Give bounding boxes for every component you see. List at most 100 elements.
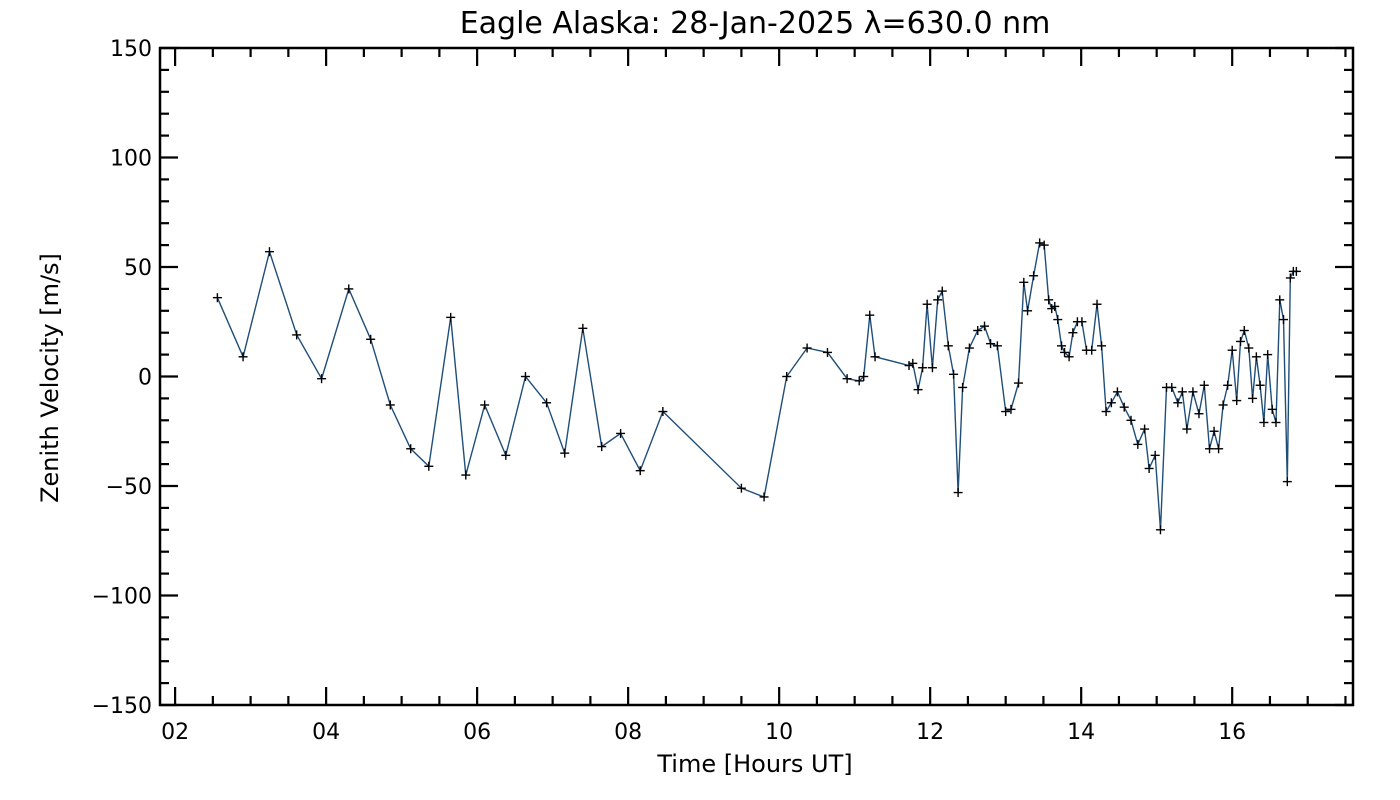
data-point (480, 400, 490, 410)
data-point (1285, 273, 1295, 283)
data-point (922, 299, 932, 309)
data-point (937, 286, 947, 296)
data-point (446, 312, 456, 322)
data-point (1279, 315, 1289, 325)
data-point (918, 363, 928, 373)
data-point (1177, 387, 1187, 397)
plot-area (212, 238, 1301, 535)
data-point (212, 293, 222, 303)
data-point (870, 352, 880, 362)
data-point (992, 341, 1002, 351)
y-tick-label: 150 (110, 37, 152, 62)
data-point (958, 382, 968, 392)
data-point (854, 376, 864, 386)
data-point (1001, 407, 1011, 417)
data-point (366, 334, 376, 344)
y-axis-label: Zenith Velocity [m/s] (36, 253, 64, 503)
data-point (1235, 336, 1245, 346)
data-point (1029, 271, 1039, 281)
data-point (859, 372, 869, 381)
data-point (1119, 402, 1129, 412)
data-point (980, 321, 990, 331)
data-point (865, 310, 875, 320)
data-point (782, 372, 792, 381)
data-point (1188, 387, 1198, 397)
x-tick-label: 02 (161, 720, 189, 745)
data-point (1155, 525, 1165, 535)
data-point (385, 400, 395, 410)
data-point (264, 247, 274, 257)
x-tick-label: 12 (916, 720, 944, 745)
data-point (1144, 463, 1154, 473)
x-tick-label: 14 (1067, 720, 1095, 745)
data-point (1035, 238, 1045, 248)
data-point (1087, 345, 1097, 355)
x-tick-label: 10 (765, 720, 793, 745)
data-point (317, 374, 327, 384)
chart-title: Eagle Alaska: 28-Jan-2025 λ=630.0 nm (460, 6, 1051, 41)
data-point (1239, 326, 1249, 336)
data-point (1232, 396, 1242, 406)
data-point (973, 326, 983, 336)
data-point (1023, 306, 1033, 316)
data-point (1044, 295, 1054, 305)
data-point (822, 347, 832, 357)
data-point (1282, 477, 1292, 487)
data-point (1227, 345, 1237, 355)
data-point (1064, 352, 1074, 362)
x-axis-label: Time [Hours UT] (656, 750, 852, 778)
data-point (953, 488, 963, 498)
data-point (1133, 439, 1143, 449)
data-point (1106, 398, 1116, 408)
data-point (1019, 277, 1029, 287)
data-point (1050, 301, 1060, 311)
data-point (1209, 426, 1219, 436)
data-point (461, 470, 471, 480)
data-point (1263, 350, 1273, 360)
data-point (1097, 341, 1107, 351)
data-point (913, 385, 923, 395)
data-point (986, 339, 996, 349)
data-point (1112, 387, 1122, 397)
data-point (1248, 393, 1258, 403)
data-point (1068, 328, 1078, 338)
axes: −150 −100 −50 0 50 100 150 02 04 06 08 10 12 14 16 (92, 37, 1355, 745)
data-point (1053, 315, 1063, 325)
data-point (908, 358, 918, 368)
data-point (1223, 380, 1233, 390)
y-tick-label: 0 (138, 366, 152, 391)
data-point (1014, 378, 1024, 388)
y-tick-label: −100 (92, 585, 152, 610)
data-point (635, 466, 645, 476)
data-point (1150, 450, 1160, 460)
data-point (1092, 299, 1102, 309)
y-tick-label: 100 (110, 147, 152, 172)
data-point (1218, 400, 1228, 410)
data-point (238, 352, 248, 362)
data-point (520, 372, 530, 381)
data-point (1126, 415, 1136, 425)
data-point (949, 369, 959, 379)
data-point (1060, 347, 1070, 357)
data-point (1244, 343, 1254, 353)
data-point (292, 330, 302, 340)
data-point (927, 363, 937, 373)
data-point (1173, 398, 1183, 408)
data-point (1214, 444, 1224, 454)
data-point (1271, 417, 1281, 427)
x-tick-label: 08 (614, 720, 642, 745)
data-point (943, 341, 953, 351)
data-point (964, 343, 974, 353)
plot-frame (158, 46, 1355, 707)
data-point (424, 461, 434, 471)
y-tick-label: 50 (124, 256, 152, 281)
data-point (736, 483, 746, 493)
data-point (578, 323, 588, 333)
data-point (842, 374, 852, 384)
data-point (1255, 380, 1265, 390)
data-point (560, 448, 570, 458)
data-point (1199, 380, 1209, 390)
data-point (1039, 240, 1049, 250)
data-point (1057, 341, 1067, 351)
